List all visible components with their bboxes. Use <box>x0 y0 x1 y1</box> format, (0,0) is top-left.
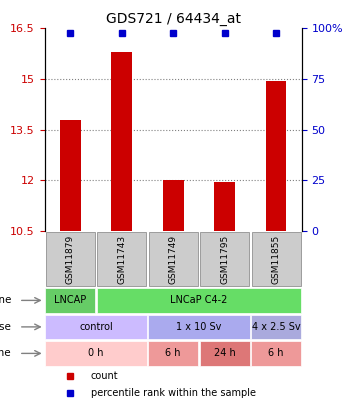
Text: cell line: cell line <box>0 295 11 305</box>
Text: 24 h: 24 h <box>214 348 236 358</box>
Text: GSM11749: GSM11749 <box>169 234 178 284</box>
Text: control: control <box>79 322 113 332</box>
FancyBboxPatch shape <box>45 288 95 313</box>
FancyBboxPatch shape <box>46 232 95 286</box>
Text: GSM11743: GSM11743 <box>117 234 126 284</box>
Bar <box>214 182 235 231</box>
Text: GSM11879: GSM11879 <box>66 234 75 284</box>
FancyBboxPatch shape <box>149 232 198 286</box>
Bar <box>266 81 286 231</box>
FancyBboxPatch shape <box>148 315 250 339</box>
Text: count: count <box>91 371 119 381</box>
Bar <box>163 180 184 231</box>
FancyBboxPatch shape <box>251 315 301 339</box>
Text: GSM11855: GSM11855 <box>272 234 281 284</box>
FancyBboxPatch shape <box>200 232 249 286</box>
Text: LNCAP: LNCAP <box>54 295 86 305</box>
FancyBboxPatch shape <box>200 341 250 366</box>
FancyBboxPatch shape <box>251 341 301 366</box>
Text: dose: dose <box>0 322 11 332</box>
FancyBboxPatch shape <box>97 232 146 286</box>
FancyBboxPatch shape <box>252 232 300 286</box>
Bar <box>60 119 81 231</box>
Text: 6 h: 6 h <box>165 348 181 358</box>
Text: 4 x 2.5 Sv: 4 x 2.5 Sv <box>252 322 300 332</box>
Text: percentile rank within the sample: percentile rank within the sample <box>91 388 256 398</box>
Text: 1 x 10 Sv: 1 x 10 Sv <box>176 322 222 332</box>
FancyBboxPatch shape <box>148 341 198 366</box>
FancyBboxPatch shape <box>97 288 301 313</box>
Title: GDS721 / 64434_at: GDS721 / 64434_at <box>106 12 241 26</box>
FancyBboxPatch shape <box>45 341 147 366</box>
FancyBboxPatch shape <box>45 315 147 339</box>
Text: time: time <box>0 348 11 358</box>
Bar <box>111 52 132 231</box>
Text: GSM11795: GSM11795 <box>220 234 229 284</box>
Text: 6 h: 6 h <box>268 348 284 358</box>
Text: 0 h: 0 h <box>88 348 104 358</box>
Text: LNCaP C4-2: LNCaP C4-2 <box>170 295 228 305</box>
